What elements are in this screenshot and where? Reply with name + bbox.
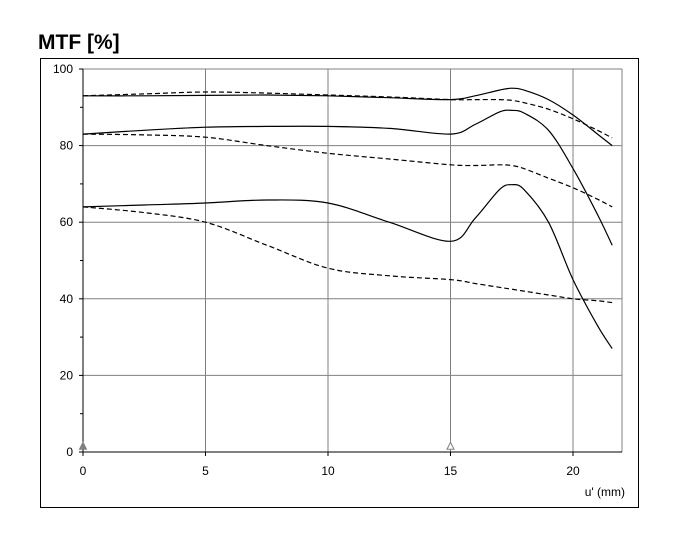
y-tick-label: 20 xyxy=(60,368,74,382)
axes xyxy=(79,68,622,456)
mtf-curve-3-solid xyxy=(82,109,613,246)
y-tick-label: 60 xyxy=(60,215,74,229)
mtf-curve-2-dashed xyxy=(82,91,613,139)
y-tick-label: 100 xyxy=(53,62,73,76)
x-tick-label: 20 xyxy=(566,464,580,478)
y-tick-label: 0 xyxy=(66,445,73,459)
chart-frame xyxy=(40,58,639,508)
y-tick-label: 80 xyxy=(60,139,74,153)
field-marker-1 xyxy=(78,441,88,450)
field-markers xyxy=(78,441,455,450)
mtf-curve-5-solid xyxy=(82,183,613,349)
field-marker-2 xyxy=(446,441,455,450)
series-lines xyxy=(82,87,613,349)
mtf-curve-1-solid xyxy=(82,87,613,147)
chart-title: MTF [%] xyxy=(38,31,120,54)
mtf-curve-6-dashed xyxy=(82,206,613,304)
x-tick-label: 0 xyxy=(80,464,87,478)
x-tick-label: 15 xyxy=(444,464,458,478)
y-tick-label: 40 xyxy=(60,292,74,306)
x-tick-label: 5 xyxy=(202,464,209,478)
mtf-curve-4-dashed xyxy=(82,133,613,208)
x-tick-label: 10 xyxy=(321,464,335,478)
tick-labels: 0 20 40 60 80 100 0 5 10 15 20 xyxy=(53,62,580,478)
x-axis-label: u' (mm) xyxy=(585,485,625,499)
grid-lines xyxy=(83,68,623,452)
